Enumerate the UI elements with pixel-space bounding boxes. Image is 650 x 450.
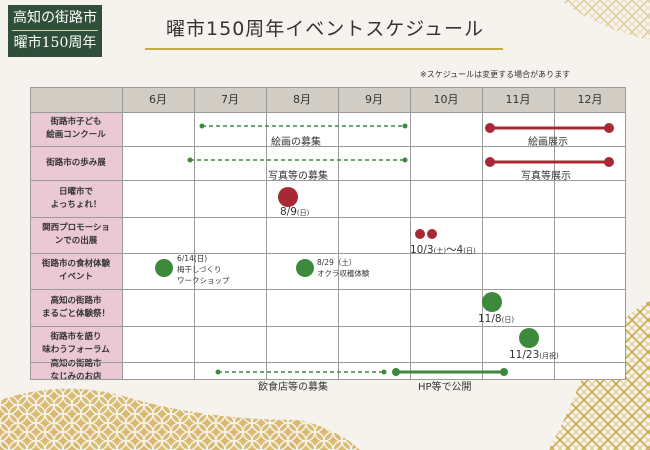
page-title: 曜市150周年イベントスケジュール — [166, 18, 484, 40]
marker-dot — [402, 123, 408, 129]
marker-dot — [500, 368, 508, 376]
grid-line — [30, 253, 626, 254]
row-label: 高知の街路市 なじみのお店 — [30, 359, 122, 382]
grid-line — [122, 87, 123, 380]
month-header-6: 6月 — [122, 87, 194, 112]
grid-line — [30, 112, 626, 113]
month-header-8: 8月 — [266, 87, 338, 112]
grid-line — [338, 87, 339, 380]
marker-dot — [215, 369, 221, 375]
matsuri-date: 11/8(日) — [478, 313, 515, 325]
month-header-10: 10月 — [410, 87, 482, 112]
marker-dot — [402, 157, 408, 163]
grid-line — [554, 87, 555, 380]
food2-line2: オクラ収穫体験 — [317, 269, 370, 278]
row-label: 関西プロモーショ ンでの出展 — [30, 217, 122, 253]
kansai-date: 10/3(土)～4(日) — [410, 244, 476, 256]
grid-line — [30, 326, 626, 327]
photo-exhibit-label: 写真等展示 — [521, 171, 571, 182]
photo-recruit-label: 写真等の募集 — [268, 171, 328, 182]
grid-line — [410, 87, 411, 380]
grid-line — [266, 87, 267, 380]
food1-marker — [155, 259, 173, 277]
yocchore-date: 8/9(日) — [280, 206, 310, 218]
anniversary-badge: 高知の街路市 曜市150周年 — [8, 5, 102, 57]
grid-line — [482, 87, 483, 380]
marker-dot — [381, 369, 387, 375]
marker-dot — [485, 157, 495, 167]
forum-date: 11/23(月祝) — [509, 349, 559, 361]
schedule-note: ※スケジュールは変更する場合があります — [420, 70, 571, 79]
grid-line — [30, 289, 626, 290]
yocchore-marker — [278, 187, 298, 207]
food1-date: 6/14(日) — [177, 254, 208, 263]
food2-date: 8/29（土） — [317, 258, 357, 267]
month-header-12: 12月 — [554, 87, 626, 112]
row-label: 街路市の歩み展 — [30, 146, 122, 180]
shop-publish-label: HP等で公開 — [418, 382, 472, 393]
kansai-marker — [415, 229, 425, 239]
row-label: 街路市を語り 味わうフォーラム — [30, 326, 122, 362]
schedule-grid: 6月 7月 8月 9月 10月 11月 12月 街路市子ども 絵画コンクール 街… — [30, 87, 626, 382]
painting-recruit-label: 絵画の募集 — [271, 137, 321, 148]
grid-line — [30, 180, 626, 181]
grid-line — [194, 87, 195, 380]
food1-line3: ワークショップ — [177, 276, 230, 285]
grid-line — [30, 362, 626, 363]
food1-line2: 梅干しづくり — [177, 265, 222, 274]
shop-recruit-label: 飲食店等の募集 — [258, 382, 328, 393]
grid-line — [30, 146, 626, 147]
row-label: 街路市子ども 絵画コンクール — [30, 112, 122, 146]
row-label: 街路市の食材体験 イベント — [30, 253, 122, 289]
marker-dot — [485, 123, 495, 133]
grid-line — [30, 217, 626, 218]
forum-marker — [519, 328, 539, 348]
grid-frame — [30, 87, 626, 380]
header-corner — [30, 87, 122, 112]
kansai-marker — [427, 229, 437, 239]
marker-dot — [392, 368, 400, 376]
marker-dot — [187, 157, 193, 163]
matsuri-marker — [482, 292, 502, 312]
food2-marker — [296, 259, 314, 277]
title-underline — [145, 48, 503, 50]
rows-background — [122, 112, 626, 380]
marker-dot — [604, 157, 614, 167]
month-header-7: 7月 — [194, 87, 266, 112]
badge-line1: 高知の街路市 — [12, 6, 98, 31]
painting-exhibit-label: 絵画展示 — [528, 137, 568, 148]
marker-dot — [604, 123, 614, 133]
marker-dot — [199, 123, 205, 129]
badge-line2: 曜市150周年 — [13, 35, 97, 51]
row-label: 日曜市で よっちょれ！ — [30, 180, 122, 217]
month-header-9: 9月 — [338, 87, 410, 112]
month-header-11: 11月 — [482, 87, 554, 112]
row-label: 高知の街路市 まるごと体験祭！ — [30, 289, 122, 326]
